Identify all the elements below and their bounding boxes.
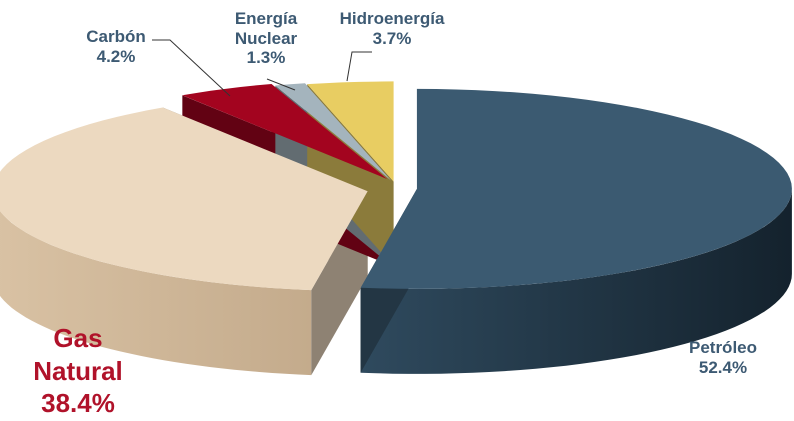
label-nuclear-name-2: Nuclear [234, 28, 298, 48]
label-gas-name-1: Gas [53, 323, 103, 353]
leader-line-energia-nuclear [266, 78, 296, 91]
label-petroleo-name: Petróleo [688, 338, 758, 357]
label-gas-natural: Gas Natural 38.4% [14, 322, 142, 420]
label-hidroenergia: Hidroenergía 3.7% [326, 9, 458, 48]
slice-carbon [182, 84, 388, 180]
label-gas-name-2: Natural [33, 355, 123, 386]
label-carbon: Carbón 4.2% [70, 27, 162, 66]
label-carbon-pct: 4.2% [96, 46, 136, 66]
label-petroleo: Petróleo 52.4% [668, 338, 778, 377]
label-nuclear-pct: 1.3% [246, 48, 286, 68]
slice-gas-natural [0, 107, 368, 291]
slice-side-gas-natural [0, 210, 312, 376]
label-energia-nuclear: Energía Nuclear 1.3% [216, 9, 316, 68]
label-hidro-name: Hidroenergía [339, 9, 445, 28]
leader-line-carbon [152, 39, 231, 97]
label-carbon-name: Carbón [86, 27, 146, 46]
label-petroleo-pct: 52.4% [698, 357, 748, 377]
slice-hidroenergia [307, 81, 394, 182]
label-nuclear-name-1: Energía [234, 9, 298, 28]
slice-energia-nuclear [275, 83, 392, 181]
slice-side-petroleo [360, 188, 792, 374]
slice-petroleo [360, 88, 792, 289]
leader-line-hidroenergia [346, 51, 372, 82]
slice-wall-hidroenergia-0 [307, 84, 394, 267]
label-gas-pct: 38.4% [41, 388, 115, 418]
label-hidro-pct: 3.7% [372, 28, 412, 48]
